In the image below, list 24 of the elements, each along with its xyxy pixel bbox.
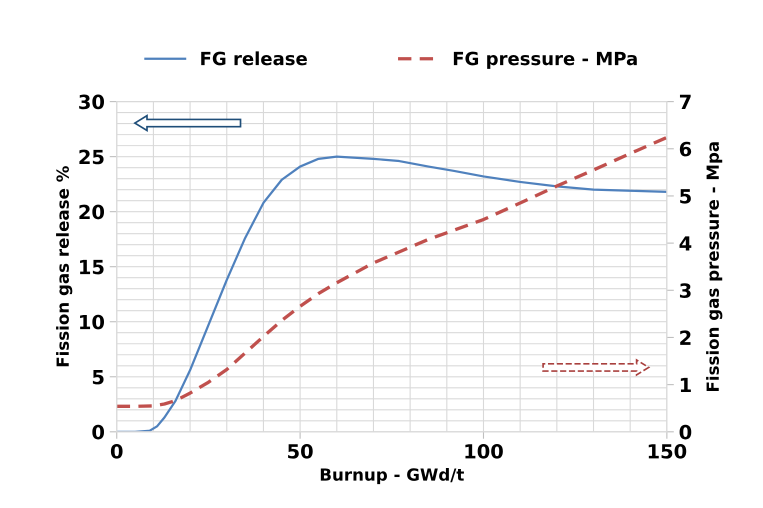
y-tick-label: 15	[80, 260, 104, 274]
y2-tick-label: 1	[680, 378, 691, 392]
y2-tick-label: 7	[680, 94, 691, 109]
y2-tick-label: 5	[680, 189, 691, 204]
y-tick-label: 30	[79, 94, 104, 110]
y-tick-label: 10	[80, 314, 104, 330]
legend-label: FG pressure - MPa	[454, 52, 637, 69]
x-tick-label: 150	[648, 444, 686, 459]
y-tick-label: 20	[79, 204, 104, 220]
x-axis-title: Burnup - GWd/t	[320, 468, 464, 484]
y2-tick-label: 6	[680, 142, 692, 156]
y-tick-label: 25	[79, 150, 104, 164]
y2-tick-label: 4	[680, 236, 692, 250]
legend-label: FG release	[201, 51, 307, 66]
y2-tick-label: 3	[680, 283, 691, 298]
y-tick-label: 5	[92, 370, 104, 384]
y2-axis-title: Fission gas pressure - Mpa	[706, 142, 722, 391]
x-tick-label: 100	[465, 444, 503, 459]
y2-tick-label: 2	[680, 330, 691, 345]
x-tick-label: 0	[110, 444, 123, 459]
y-tick-label: 0	[92, 424, 104, 440]
x-tick-label: 50	[288, 444, 313, 459]
y2-tick-label: 0	[680, 424, 692, 440]
y-axis-title: Fission gas release %	[56, 166, 72, 366]
